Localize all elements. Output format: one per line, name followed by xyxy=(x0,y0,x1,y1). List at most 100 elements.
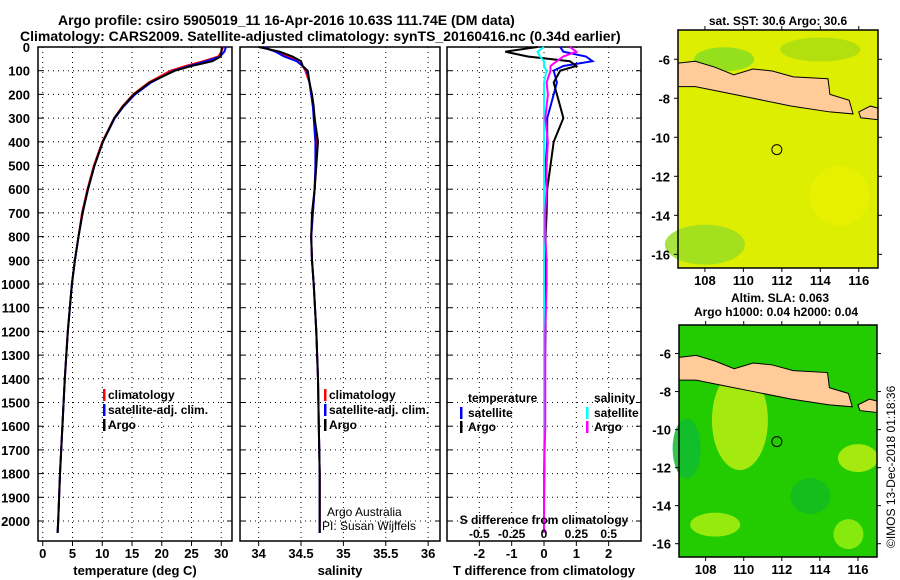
legend-label: Argo xyxy=(468,420,496,434)
series-line-satellite-adj-clim- xyxy=(56,46,227,533)
y-tick-label: 1000 xyxy=(1,277,30,292)
lon-tick-label: 116 xyxy=(848,273,869,288)
s-axis-label: S difference from climatology xyxy=(460,513,629,527)
series-line-argo xyxy=(258,46,321,533)
lon-tick-label: 110 xyxy=(733,562,754,577)
lon-tick-label: 110 xyxy=(733,273,754,288)
x-tick-label: -1 xyxy=(506,546,518,561)
sla-map-title: Altim. SLA: 0.063 xyxy=(731,291,829,305)
lat-tick-label: -14 xyxy=(652,499,672,514)
y-tick-label: 1100 xyxy=(2,301,30,316)
legend-swatch xyxy=(586,421,589,433)
lon-tick-label: 108 xyxy=(694,273,716,288)
x-tick-label: 35 xyxy=(336,546,350,561)
sla-map-subtitle: Argo h1000: 0.04 h2000: 0.04 xyxy=(694,305,858,319)
title-line2: Climatology: CARS2009. Satellite-adjuste… xyxy=(20,28,621,44)
legend-salinity-heading: salinity xyxy=(594,391,636,405)
s-tick-label: 0 xyxy=(541,527,548,541)
sst-map-title: sat. SST: 30.6 Argo: 30.6 xyxy=(709,14,848,28)
map-field-patch xyxy=(837,444,878,473)
legend-label: climatology xyxy=(108,388,175,402)
lat-tick-label: -12 xyxy=(652,461,671,476)
s-tick-label: 0.5 xyxy=(600,527,617,541)
x-tick-label: 25 xyxy=(184,546,198,561)
legend-swatch xyxy=(103,419,106,431)
x-tick-label: -2 xyxy=(474,546,486,561)
lon-tick-label: 112 xyxy=(771,562,792,577)
x-tick-label: 35.5 xyxy=(373,546,398,561)
y-tick-label: 700 xyxy=(8,206,30,221)
y-tick-label: 1900 xyxy=(1,490,30,505)
y-tick-label: 200 xyxy=(8,87,30,102)
pi-text: PI: Susan Wijffels xyxy=(322,519,416,533)
y-tick-label: 1600 xyxy=(1,419,30,434)
y-tick-label: 1800 xyxy=(1,467,30,482)
java-land xyxy=(678,354,853,408)
lat-tick-label: -16 xyxy=(652,537,671,552)
series-line-salinity-satellite xyxy=(536,46,548,533)
lon-tick-label: 114 xyxy=(810,273,832,288)
x-tick-label: 34.5 xyxy=(288,546,313,561)
map-field-patch xyxy=(790,478,831,515)
lat-tick-label: -6 xyxy=(658,52,670,67)
legend-swatch xyxy=(324,404,327,416)
y-tick-label: 1700 xyxy=(1,443,30,458)
argo-float-location-marker xyxy=(771,436,783,448)
title-line1: Argo profile: csiro 5905019_11 16-Apr-20… xyxy=(58,12,515,28)
map-field-patch xyxy=(833,519,864,550)
x-tick-label: 2 xyxy=(605,546,612,561)
y-tick-label: 2000 xyxy=(1,514,30,529)
map-frame-sst xyxy=(677,29,879,269)
lat-tick-label: -8 xyxy=(659,385,671,400)
x-tick-label: 20 xyxy=(155,546,169,561)
map-field-patch xyxy=(780,37,861,62)
y-tick-label: 800 xyxy=(8,230,30,245)
map-field-patch xyxy=(672,418,701,479)
s-tick-label: 0.25 xyxy=(565,527,589,541)
map-frame-sla xyxy=(678,324,878,558)
y-tick-label: 400 xyxy=(8,135,30,150)
x-tick-label: 30 xyxy=(214,546,228,561)
java-land xyxy=(677,60,854,115)
map-field-patch xyxy=(809,165,870,226)
x-tick-label: 0 xyxy=(540,546,547,561)
legend-temperature-heading: temperature xyxy=(468,391,538,405)
legend-swatch xyxy=(460,407,463,419)
y-tick-label: 100 xyxy=(8,64,30,79)
legend-label: Argo xyxy=(329,418,357,432)
s-tick-label: -0.5 xyxy=(469,527,490,541)
x-tick-label: 36 xyxy=(421,546,435,561)
legend-label: satellite-adj. clim. xyxy=(329,403,429,417)
y-tick-label: 1500 xyxy=(1,396,30,411)
legend-swatch xyxy=(324,419,327,431)
series-line-climatology xyxy=(56,46,225,533)
map-field-patch xyxy=(711,370,768,471)
series-line-satellite-adj-clim- xyxy=(262,46,321,533)
plot-frame-temperature xyxy=(37,46,233,542)
x-axis-label-temperature: temperature (deg C) xyxy=(73,563,197,578)
y-tick-label: 1400 xyxy=(1,372,30,387)
legend-swatch xyxy=(586,407,589,419)
series-line-argo xyxy=(56,46,223,533)
x-tick-label: 5 xyxy=(69,546,76,561)
x-tick-label: 0 xyxy=(39,546,46,561)
y-tick-label: 0 xyxy=(23,40,30,55)
legend-label: satellite xyxy=(594,406,639,420)
x-tick-label: 15 xyxy=(125,546,139,561)
lon-tick-label: 116 xyxy=(847,562,868,577)
series-line-temperature-satellite xyxy=(543,46,596,533)
y-tick-label: 300 xyxy=(8,111,30,126)
lat-tick-label: -10 xyxy=(651,130,670,145)
x-axis-label-salinity: salinity xyxy=(318,563,364,578)
series-line-salinity-argo xyxy=(543,46,579,533)
lon-tick-label: 112 xyxy=(771,273,792,288)
map-field-patch xyxy=(664,224,745,265)
lat-tick-label: -6 xyxy=(659,347,671,362)
lat-tick-label: -14 xyxy=(651,208,671,223)
x-tick-label: 10 xyxy=(95,546,109,561)
lon-tick-label: 114 xyxy=(809,562,831,577)
legend-swatch xyxy=(460,421,463,433)
x-tick-label: 1 xyxy=(573,546,580,561)
